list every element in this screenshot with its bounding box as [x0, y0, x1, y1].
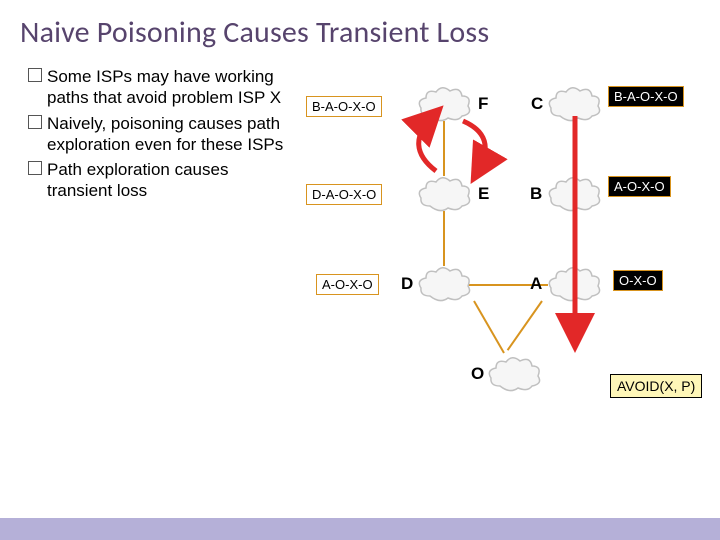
- bullet-box-icon: [28, 68, 42, 82]
- bullet-text: Some ISPs may have working paths that av…: [47, 66, 288, 109]
- bullet-list: Some ISPs may have working paths that av…: [28, 66, 288, 406]
- red-arrows: [288, 66, 698, 406]
- bullet-item: Naively, poisoning causes path explorati…: [28, 113, 288, 156]
- footer-bar: [0, 518, 720, 540]
- bullet-item: Some ISPs may have working paths that av…: [28, 66, 288, 109]
- bullet-item: Path exploration causes transient loss: [28, 159, 288, 202]
- bullet-box-icon: [28, 161, 42, 175]
- bullet-box-icon: [28, 115, 42, 129]
- bullet-text: Naively, poisoning causes path explorati…: [47, 113, 288, 156]
- bullet-text: Path exploration causes transient loss: [47, 159, 288, 202]
- network-diagram: F C E B D A O B-A-O-X-O B-A-O-X-O D-A-O-…: [288, 66, 698, 406]
- slide-title: Naive Poisoning Causes Transient Loss: [0, 0, 720, 61]
